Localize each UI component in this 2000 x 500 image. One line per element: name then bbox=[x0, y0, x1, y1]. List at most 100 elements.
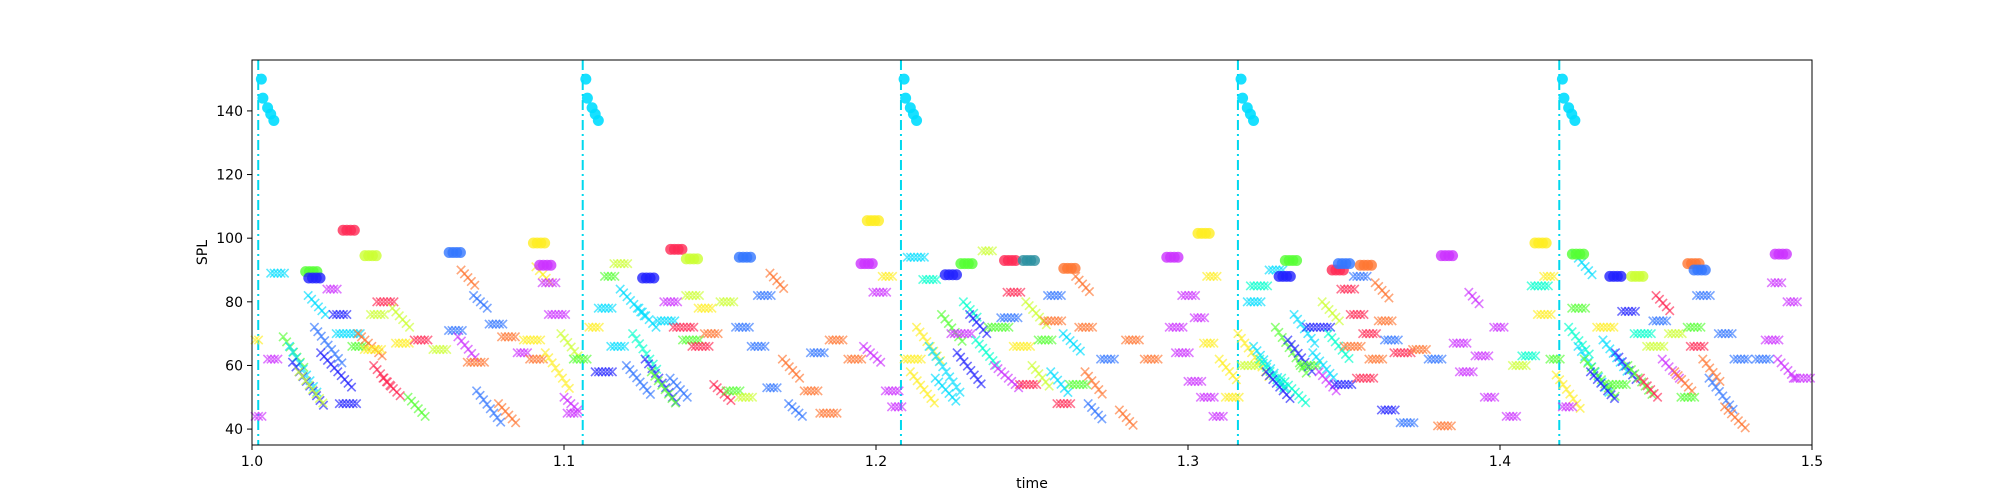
circle-marker bbox=[966, 258, 978, 270]
x-marker bbox=[843, 354, 853, 364]
x-marker bbox=[1398, 417, 1409, 428]
x-marker bbox=[1183, 290, 1194, 301]
x-marker bbox=[616, 341, 626, 352]
x-marker bbox=[799, 386, 810, 396]
x-marker bbox=[1715, 376, 1725, 387]
x-marker bbox=[1754, 354, 1765, 364]
x-marker bbox=[1629, 328, 1639, 339]
x-marker bbox=[893, 402, 904, 412]
x-marker bbox=[1036, 335, 1047, 345]
x-marker bbox=[1616, 306, 1627, 317]
x-marker bbox=[562, 408, 572, 418]
x-marker bbox=[1009, 287, 1019, 298]
x-marker bbox=[1040, 335, 1050, 345]
x-marker bbox=[1658, 316, 1668, 326]
x-marker bbox=[1602, 322, 1612, 333]
x-marker bbox=[1128, 420, 1138, 431]
x-marker bbox=[1576, 346, 1587, 357]
circle-marker bbox=[1699, 264, 1711, 276]
x-marker bbox=[1551, 370, 1561, 380]
x-marker bbox=[1532, 309, 1543, 320]
x-marker bbox=[1013, 382, 1024, 393]
x-marker bbox=[1347, 379, 1357, 390]
x-marker bbox=[543, 309, 554, 320]
x-marker bbox=[1077, 322, 1087, 333]
x-marker bbox=[684, 290, 694, 301]
x-marker bbox=[1174, 347, 1184, 358]
x-marker bbox=[1555, 354, 1565, 364]
x-marker bbox=[734, 322, 744, 333]
x-marker bbox=[1458, 367, 1468, 377]
x-marker bbox=[1652, 341, 1662, 352]
x-axis: 1.0 1.1 1.2 1.3 1.4 1.5 bbox=[241, 445, 1823, 470]
x-marker bbox=[1296, 319, 1306, 329]
pitch-dot bbox=[1569, 114, 1581, 126]
x-marker bbox=[338, 398, 348, 409]
x-marker bbox=[331, 309, 342, 320]
x-marker bbox=[690, 341, 701, 352]
x-marker bbox=[1686, 392, 1697, 403]
x-marker bbox=[1212, 271, 1222, 282]
x-marker bbox=[1186, 376, 1197, 387]
x-marker bbox=[1392, 347, 1403, 358]
x-marker bbox=[441, 344, 452, 355]
x-marker bbox=[547, 277, 558, 288]
x-marker bbox=[1249, 297, 1259, 307]
x-marker bbox=[1209, 392, 1219, 403]
x-marker bbox=[902, 252, 912, 263]
x-marker bbox=[487, 319, 498, 329]
axes-frame bbox=[251, 59, 1813, 446]
x-marker bbox=[265, 268, 276, 278]
x-marker bbox=[279, 268, 290, 278]
x-marker bbox=[911, 322, 922, 333]
x-marker bbox=[1046, 290, 1056, 301]
x-marker bbox=[443, 325, 454, 336]
x-marker bbox=[752, 290, 763, 301]
x-marker bbox=[1557, 402, 1568, 412]
x-marker bbox=[1462, 338, 1472, 348]
x-marker bbox=[1189, 312, 1200, 323]
x-marker bbox=[877, 271, 888, 282]
x-marker bbox=[1227, 392, 1238, 403]
y-tick-label: 140 bbox=[216, 104, 243, 120]
x-marker bbox=[287, 357, 298, 368]
x-marker bbox=[1309, 338, 1320, 348]
x-marker bbox=[1561, 402, 1571, 412]
x-marker bbox=[1526, 281, 1536, 291]
x-marker bbox=[1390, 405, 1400, 415]
x-marker bbox=[1655, 341, 1666, 352]
x-marker bbox=[659, 316, 670, 326]
x-marker bbox=[890, 386, 901, 396]
x-marker bbox=[827, 335, 838, 345]
x-marker bbox=[1679, 392, 1690, 403]
x-marker bbox=[1383, 316, 1394, 326]
x-marker bbox=[1561, 384, 1572, 395]
x-marker bbox=[1802, 373, 1812, 383]
x-marker bbox=[1484, 351, 1494, 361]
x-marker bbox=[986, 322, 997, 333]
circle-marker bbox=[1540, 237, 1552, 249]
circle-marker bbox=[1365, 259, 1377, 271]
circle-marker bbox=[676, 243, 688, 255]
x-marker bbox=[1008, 341, 1019, 352]
x-marker bbox=[1495, 322, 1506, 333]
x-marker bbox=[346, 382, 357, 392]
x-marker bbox=[976, 379, 986, 389]
x-marker bbox=[906, 354, 916, 364]
x-marker bbox=[946, 328, 956, 339]
circle-marker bbox=[1780, 248, 1792, 260]
x-tick-label: 1.2 bbox=[865, 454, 887, 470]
x-marker bbox=[1352, 309, 1362, 320]
x-marker bbox=[359, 344, 370, 355]
x-marker bbox=[1464, 367, 1475, 377]
x-marker bbox=[351, 398, 362, 409]
x-marker bbox=[1468, 367, 1478, 377]
x-marker bbox=[397, 338, 408, 348]
x-marker bbox=[1301, 368, 1312, 378]
x-marker bbox=[1078, 379, 1088, 390]
x-marker bbox=[760, 341, 770, 352]
x-marker bbox=[659, 297, 669, 307]
x-marker bbox=[944, 372, 955, 382]
x-axis-label: time bbox=[1016, 476, 1048, 492]
x-marker bbox=[1423, 354, 1434, 364]
